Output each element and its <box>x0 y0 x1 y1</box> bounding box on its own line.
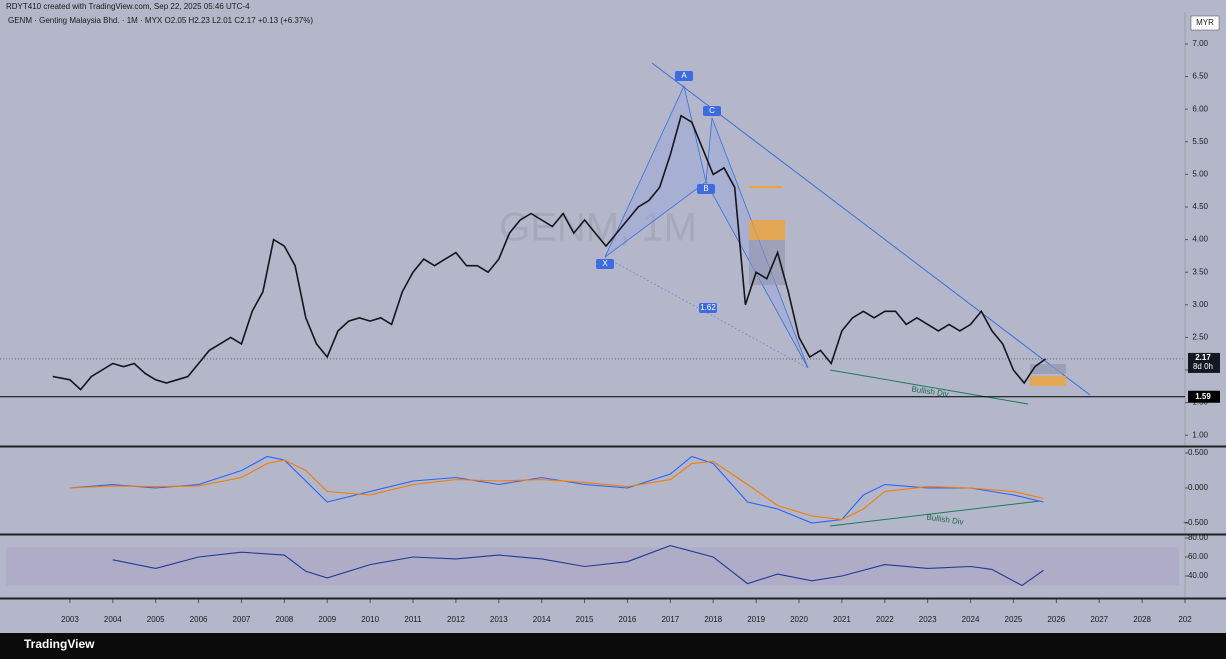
x-tick-label: 202 <box>1178 615 1192 624</box>
zone <box>749 220 785 240</box>
x-tick-label: 2017 <box>661 615 679 624</box>
y-tick-label: 40.00 <box>1188 571 1209 580</box>
pattern-label: B <box>703 184 708 193</box>
x-tick-label: 2023 <box>919 615 937 624</box>
y-tick-label: 2.50 <box>1192 333 1208 342</box>
series-line <box>52 114 1047 391</box>
x-tick-label: 2021 <box>833 615 851 624</box>
y-tick-label: 0.500 <box>1188 448 1209 457</box>
y-tick-label: 6.50 <box>1192 72 1208 81</box>
watermark: GENM, 1M <box>499 206 697 250</box>
x-tick-label: 2006 <box>190 615 208 624</box>
x-tick-label: 2005 <box>147 615 165 624</box>
x-tick-label: 2016 <box>619 615 637 624</box>
y-tick-label: 6.00 <box>1192 104 1208 113</box>
price-tag-label: 2.17 <box>1195 353 1211 362</box>
pattern-xd <box>604 256 809 369</box>
y-tick-label: −0.500 <box>1183 518 1208 527</box>
y-tick-label: 4.00 <box>1192 235 1208 244</box>
currency: MYR <box>1196 18 1214 27</box>
y-tick-label: 3.50 <box>1192 267 1208 276</box>
x-tick-label: 2004 <box>104 615 122 624</box>
countdown: 8d 0h <box>1193 362 1213 371</box>
pattern-label: 1.62 <box>700 303 716 312</box>
series-line <box>112 545 1044 587</box>
y-tick-label: 60.00 <box>1188 552 1209 561</box>
divergence-line <box>829 500 1041 527</box>
pattern-label-box <box>703 106 721 116</box>
series-line <box>69 459 1044 521</box>
zone <box>1030 376 1066 386</box>
x-tick-label: 2003 <box>61 615 79 624</box>
x-tick-label: 2007 <box>233 615 251 624</box>
credit: RDYT410 created with TradingView.com, Se… <box>6 2 250 11</box>
price-tag <box>1188 352 1220 373</box>
pattern-label-box <box>697 184 715 194</box>
x-tick-label: 2008 <box>275 615 293 624</box>
x-tick-label: 2027 <box>1090 615 1108 624</box>
level-tag-label: 1.59 <box>1195 392 1211 401</box>
y-tick-label: 80.00 <box>1188 533 1209 542</box>
currency-box[interactable] <box>1190 15 1220 31</box>
x-tick-label: 2026 <box>1047 615 1065 624</box>
pattern-label-box <box>699 303 717 313</box>
brand: TradingView <box>24 637 95 651</box>
level-tag <box>1188 390 1220 403</box>
x-tick-label: 2014 <box>533 615 551 624</box>
footer <box>0 633 1226 659</box>
pattern-label-box <box>596 259 614 269</box>
x-tick-label: 2020 <box>790 615 808 624</box>
y-tick-label: 1.00 <box>1192 430 1208 439</box>
pattern-label: A <box>681 71 687 80</box>
y-tick-label: 5.00 <box>1192 169 1208 178</box>
pattern-label: C <box>709 106 715 115</box>
x-tick-label: 2025 <box>1005 615 1023 624</box>
trend-line <box>651 62 1091 396</box>
x-tick-label: 2010 <box>361 615 379 624</box>
x-tick-label: 2012 <box>447 615 465 624</box>
rsi-band <box>6 547 1179 586</box>
y-tick-label: 5.50 <box>1192 137 1208 146</box>
y-tick-label: 7.00 <box>1192 39 1208 48</box>
zone <box>1030 364 1066 374</box>
x-tick-label: 2019 <box>747 615 765 624</box>
series-line <box>69 455 1044 524</box>
x-tick-label: 2015 <box>576 615 594 624</box>
x-tick-label: 2018 <box>704 615 722 624</box>
symbol-info: GENM · Genting Malaysia Bhd. · 1M · MYX … <box>8 16 313 25</box>
x-tick-label: 2013 <box>490 615 508 624</box>
x-tick-label: 2022 <box>876 615 894 624</box>
pattern-xab <box>604 84 707 258</box>
y-tick-label: 3.00 <box>1192 300 1208 309</box>
x-tick-label: 2024 <box>962 615 980 624</box>
x-tick-label: 2028 <box>1133 615 1151 624</box>
pattern-label: X <box>602 259 608 268</box>
y-tick-label: 4.50 <box>1192 202 1208 211</box>
x-tick-label: 2011 <box>404 615 422 624</box>
pattern-label-box <box>675 71 693 81</box>
divergence-line <box>829 369 1029 405</box>
y-tick-label: 0.000 <box>1188 483 1209 492</box>
x-tick-label: 2009 <box>318 615 336 624</box>
